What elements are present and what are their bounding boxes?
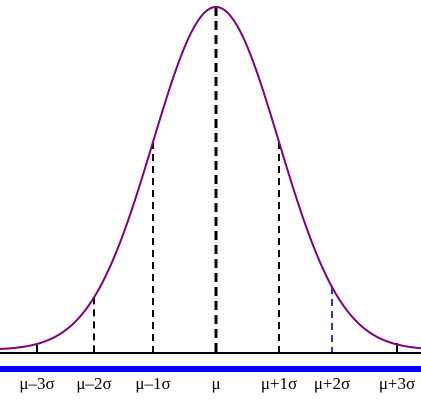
guide-lines — [36, 7, 398, 353]
axis-label: μ–3σ — [19, 374, 54, 393]
axis-label: μ+1σ — [261, 374, 297, 393]
axis-label: μ–2σ — [76, 374, 111, 393]
axis-label: μ+3σ — [379, 374, 415, 393]
axis-label: μ — [211, 374, 220, 393]
axis-labels: μ–3σ μ–2σ μ–1σ μ μ+1σ μ+2σ μ+3σ — [19, 374, 415, 393]
axis-label: μ+2σ — [314, 374, 350, 393]
bell-curve — [0, 5, 421, 351]
blue-bar — [0, 366, 421, 372]
axis-label: μ–1σ — [135, 374, 170, 393]
